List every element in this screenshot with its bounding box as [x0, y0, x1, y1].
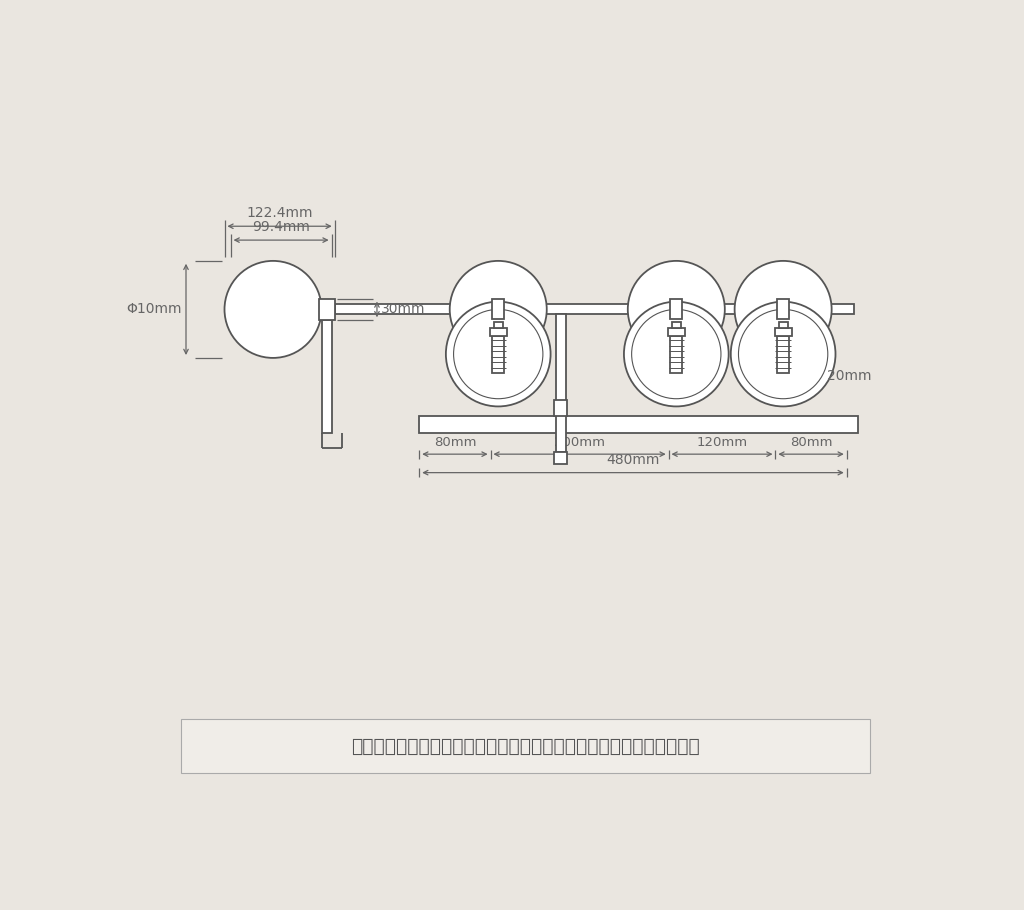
Circle shape	[731, 302, 836, 407]
Bar	[556, 314, 565, 452]
Circle shape	[628, 261, 725, 358]
Bar	[777, 336, 790, 372]
Text: 80mm: 80mm	[790, 436, 833, 449]
Bar	[554, 400, 567, 416]
Bar	[672, 322, 681, 328]
Bar	[494, 322, 503, 328]
Bar	[419, 416, 858, 432]
Text: 480mm: 480mm	[606, 453, 659, 467]
Bar	[335, 305, 854, 315]
Text: 80mm: 80mm	[434, 436, 476, 449]
Bar	[668, 328, 685, 336]
Text: 120mm: 120mm	[696, 436, 748, 449]
Bar	[319, 298, 335, 320]
Circle shape	[445, 302, 551, 407]
Bar	[322, 320, 332, 432]
Text: 20mm: 20mm	[827, 369, 871, 383]
Text: 200mm: 200mm	[554, 436, 605, 449]
Bar	[777, 299, 790, 319]
Bar	[775, 328, 792, 336]
Text: 取付の際は、電気工事士の資格を有する取付業者にご相談ください。: 取付の際は、電気工事士の資格を有する取付業者にご相談ください。	[351, 736, 699, 755]
Bar	[554, 452, 567, 464]
Bar	[180, 719, 869, 773]
Bar	[778, 322, 787, 328]
Circle shape	[734, 261, 831, 358]
Text: 122.4mm: 122.4mm	[247, 206, 312, 220]
Circle shape	[624, 302, 729, 407]
Bar	[493, 336, 505, 372]
Circle shape	[450, 261, 547, 358]
Text: Φ10mm: Φ10mm	[127, 302, 182, 317]
Text: 30mm: 30mm	[381, 302, 425, 317]
Bar	[489, 328, 507, 336]
Bar	[493, 299, 505, 319]
Circle shape	[224, 261, 322, 358]
Text: 99.4mm: 99.4mm	[252, 220, 310, 234]
Bar	[670, 299, 682, 319]
Bar	[670, 336, 682, 372]
